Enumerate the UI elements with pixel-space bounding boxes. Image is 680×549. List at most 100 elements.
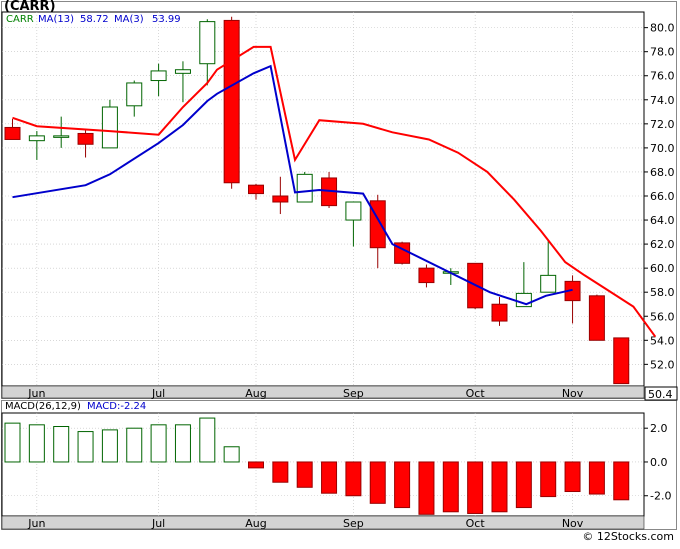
price-y-tick-label: 80.0: [650, 22, 675, 35]
macd-bar: [126, 427, 143, 463]
candle-body: [272, 195, 289, 203]
macd-bar: [223, 446, 240, 463]
macd-bar: [272, 461, 289, 483]
price-x-tick-label: Aug: [245, 387, 266, 400]
macd-bar: [369, 461, 386, 504]
last-price-badge: [644, 386, 678, 401]
macd-bar: [321, 461, 338, 494]
macd-bar: [394, 461, 411, 509]
macd-y-tick-label: 2.0: [650, 422, 668, 435]
candlesticks: [4, 16, 630, 385]
price-y-tick-label: 78.0: [650, 46, 675, 59]
candle-body: [540, 274, 557, 293]
candle-body: [126, 82, 143, 107]
macd-bar: [174, 424, 191, 463]
macd-bar: [28, 424, 45, 463]
macd-x-tick-label: Jun: [27, 517, 45, 530]
macd-bar: [296, 461, 313, 488]
price-x-tick-label: Jul: [151, 387, 165, 400]
macd-bar: [4, 422, 21, 463]
watermark: © 12Stocks.com: [582, 530, 674, 543]
macd-x-tick-label: Nov: [562, 517, 584, 530]
price-y-tick-label: 76.0: [650, 70, 675, 83]
price-x-tick-label: Oct: [466, 387, 486, 400]
candle-body: [613, 337, 630, 385]
macd-legend-label: MACD(26,12,9): [5, 401, 81, 412]
macd-bar: [491, 461, 508, 513]
price-y-tick-label: 70.0: [650, 142, 675, 155]
candle-body: [515, 292, 532, 308]
candle-body: [77, 132, 94, 145]
macd-bar: [150, 424, 167, 463]
candle-body: [28, 135, 45, 142]
symbol-title: (CARR): [4, 0, 56, 14]
price-y-tick-label: 54.0: [650, 334, 675, 347]
macd-bar: [418, 461, 435, 515]
macd-bar: [467, 461, 484, 514]
macd-x-axis-strip: [1, 515, 645, 530]
macd-bar: [564, 461, 581, 493]
ma13-legend-label: MA(13): [38, 14, 74, 25]
candle-body: [101, 106, 118, 149]
price-y-tick-label: 74.0: [650, 94, 675, 107]
price-x-tick-labels: Jun Jul Aug Sep Oct Nov: [27, 387, 584, 400]
macd-bar: [101, 429, 118, 463]
price-x-tick-label: Nov: [562, 387, 584, 400]
macd-x-tick-labels: Jun Jul Aug Sep Oct Nov: [27, 517, 584, 530]
candle-body: [491, 303, 508, 322]
price-y-tick-label: 62.0: [650, 238, 675, 251]
macd-bar: [199, 417, 216, 463]
macd-x-tick-label: Aug: [245, 517, 266, 530]
price-x-axis-strip: [1, 385, 645, 399]
price-gridlines: [2, 12, 648, 386]
macd-bars: [4, 417, 630, 515]
price-y-tick-label: 72.0: [650, 118, 675, 131]
macd-bar: [53, 426, 70, 463]
last-price-label: 50.4: [648, 388, 673, 401]
ma3-legend-value: 53.99: [152, 14, 181, 25]
macd-y-tick-labels: -2.0 0.0 2.0: [650, 422, 671, 503]
ma3-line: [12, 64, 573, 306]
candle-body: [174, 69, 191, 74]
ma13-line: [12, 45, 657, 338]
candle-body: [588, 295, 605, 341]
macd-bar: [442, 461, 459, 513]
macd-x-tick-label: Jul: [151, 517, 165, 530]
ma3-legend-label: MA(3): [114, 14, 144, 25]
candle-body: [296, 173, 313, 203]
candle-body: [248, 184, 264, 195]
candle-body: [4, 126, 21, 140]
macd-bar: [540, 461, 557, 498]
candle-body: [53, 135, 70, 138]
macd-legend-value: MACD:-2.24: [87, 401, 147, 412]
price-y-tick-label: 66.0: [650, 190, 675, 203]
price-y-tick-labels: 52.0 54.0 56.0 58.0 60.0 62.0 64.0 66.0 68.0 70.0…: [650, 22, 675, 372]
macd-bar: [515, 461, 532, 509]
price-x-tick-label: Sep: [343, 387, 364, 400]
macd-y-tick-label: -2.0: [650, 490, 671, 503]
moving-average-lines: [12, 45, 657, 338]
price-y-tick-label: 68.0: [650, 166, 675, 179]
macd-bar: [248, 461, 264, 469]
candle-body: [199, 21, 216, 65]
price-y-tick-label: 52.0: [650, 358, 675, 371]
candle-body: [345, 201, 362, 221]
price-y-tick-label: 56.0: [650, 310, 675, 323]
macd-bar: [588, 461, 605, 495]
macd-bar: [77, 431, 94, 463]
candle-body: [223, 19, 240, 184]
macd-x-tick-label: Oct: [466, 517, 486, 530]
price-y-tick-label: 64.0: [650, 214, 675, 227]
price-y-tick-label: 58.0: [650, 286, 675, 299]
macd-y-tick-label: 0.0: [650, 456, 668, 469]
price-x-tick-label: Jun: [27, 387, 45, 400]
candle-body: [418, 267, 435, 284]
price-y-tick-label: 60.0: [650, 262, 675, 275]
ticker-label: CARR: [6, 14, 34, 25]
macd-x-tick-label: Sep: [343, 517, 364, 530]
ma13-legend-value: 58.72: [80, 14, 109, 25]
candle-body: [150, 70, 167, 82]
macd-bar: [613, 461, 630, 501]
macd-bar: [345, 461, 362, 497]
